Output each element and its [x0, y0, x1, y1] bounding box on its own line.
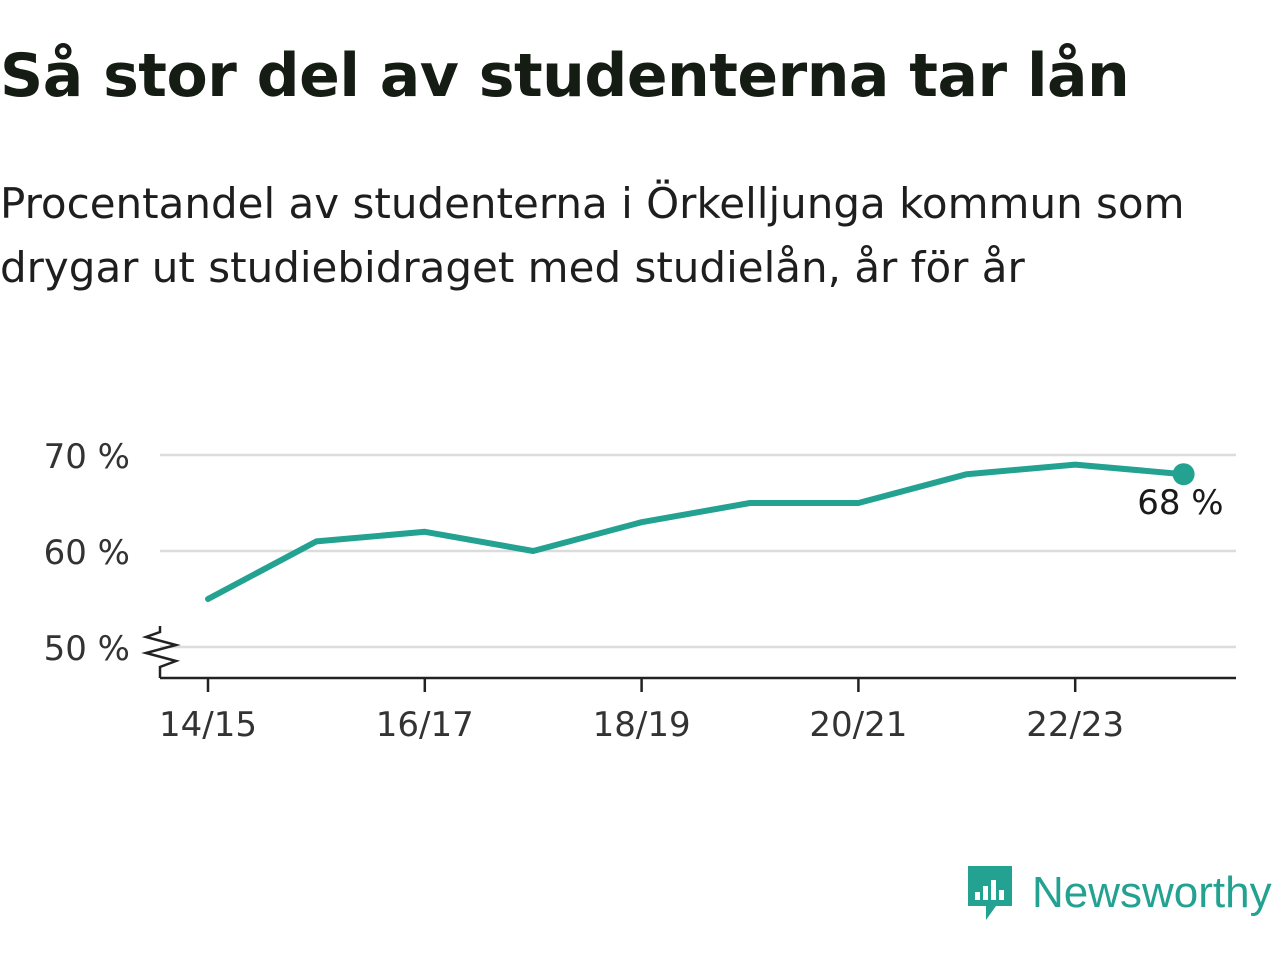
chart-title: Så stor del av studenterna tar lån: [0, 41, 1130, 111]
series-line: [205, 461, 1187, 602]
chart-subtitle: Procentandel av studenterna i Örkelljung…: [0, 179, 1185, 292]
axes: [141, 626, 1236, 692]
y-axis-break: [141, 626, 181, 678]
brand-name: Newsworthy: [1032, 868, 1272, 917]
gridlines: [160, 453, 1236, 649]
y-tick-label: 70 %: [44, 437, 130, 477]
x-tick-label: 16/17: [376, 705, 474, 745]
newsworthy-logo: Newsworthy: [964, 862, 1272, 924]
y-tick-label: 50 %: [44, 629, 130, 669]
labels: 50 % 60 % 70 % 14/15 16/17 18/19 20/21 22/23 68 …: [44, 437, 1224, 745]
line-chart: 50 % 60 % 70 % 14/15 16/17 18/19 20/21 22/23 68 …: [44, 437, 1236, 745]
newsworthy-logo-icon: [968, 866, 1012, 920]
end-value-label: 68 %: [1137, 483, 1223, 523]
series: [205, 461, 1195, 602]
y-tick-label: 60 %: [44, 533, 130, 573]
x-tick-label: 18/19: [593, 705, 691, 745]
x-tick-label: 14/15: [159, 705, 257, 745]
end-point: [1172, 463, 1195, 486]
x-tick-label: 22/23: [1026, 705, 1124, 745]
x-tick-label: 20/21: [809, 705, 907, 745]
